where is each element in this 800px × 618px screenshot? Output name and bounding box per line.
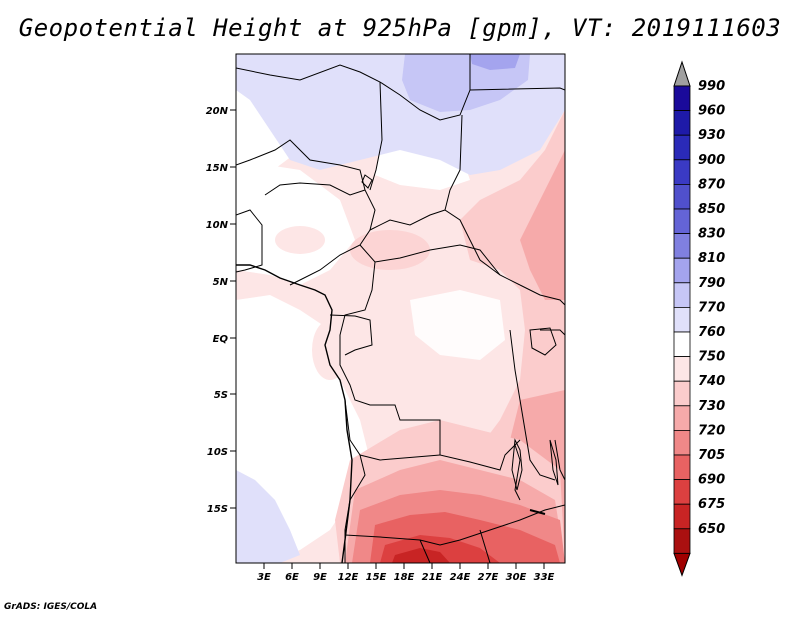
country-borders	[236, 54, 565, 563]
lat-label: 10S	[207, 447, 228, 458]
lake-victoria	[529, 327, 557, 356]
colorbar-swatch	[673, 503, 691, 530]
colorbar-swatch	[673, 380, 691, 407]
colorbar-label: 930	[698, 128, 725, 143]
colorbar-swatch	[673, 454, 691, 481]
lake-malawi	[549, 439, 559, 486]
colorbar-label: 730	[698, 399, 725, 414]
colorbar-swatch	[673, 208, 691, 235]
colorbar-swatch	[673, 134, 691, 161]
lat-label: EQ	[213, 334, 229, 345]
map-frame	[235, 53, 566, 564]
lat-label: 15N	[206, 163, 229, 174]
lake-tanganyika	[511, 438, 523, 491]
colorbar-swatch	[673, 306, 691, 333]
lat-label: 10N	[206, 220, 229, 231]
lon-label: 30E	[506, 572, 527, 583]
lat-label: 20N	[206, 106, 229, 117]
colorbar-label: 750	[698, 350, 725, 365]
colorbar-label: 900	[698, 153, 725, 168]
colorbar-swatch	[673, 159, 691, 185]
colorbar-swatch	[673, 85, 691, 112]
colorbar-swatch	[673, 528, 691, 554]
colorbar-swatch	[673, 257, 691, 284]
lake-kariba	[529, 509, 546, 515]
lon-label: 6E	[285, 572, 299, 583]
colorbar-label: 850	[698, 202, 725, 217]
map-title: Geopotential Height at 925hPa [gpm], VT:…	[18, 14, 782, 42]
colorbar-label: 720	[698, 423, 725, 438]
colorbar-swatch	[673, 282, 691, 308]
lat-label: 5S	[214, 390, 228, 401]
lon-label: 21E	[422, 572, 443, 583]
colorbar-swatch	[673, 405, 691, 431]
lat-axis: 20N 15N 10N 5N EQ 5S 10S 15S	[206, 106, 236, 515]
lat-label: 15S	[207, 504, 228, 515]
colorbar-label: 790	[698, 276, 725, 291]
colorbar-label: 830	[698, 227, 725, 242]
colorbar-swatch	[673, 233, 691, 259]
colorbar-label: 675	[698, 497, 725, 512]
colorbar-swatch	[673, 110, 691, 136]
lon-label: 24E	[450, 572, 471, 583]
colorbar-swatch	[673, 183, 691, 210]
coastline	[236, 264, 353, 564]
colorbar-label: 810	[698, 251, 725, 266]
lon-label: 12E	[338, 572, 359, 583]
height-field	[236, 54, 565, 563]
colorbar-label: 870	[698, 177, 725, 192]
colorbar-label: 650	[698, 522, 725, 537]
colorbar-bottom-arrow	[673, 552, 691, 577]
colorbar-label: 770	[698, 300, 725, 315]
lon-label: 18E	[394, 572, 415, 583]
colorbar-label: 760	[698, 325, 725, 340]
lon-label: 33E	[534, 572, 555, 583]
credit-label: GrADS: IGES/COLA	[4, 602, 98, 612]
colorbar-label: 740	[698, 374, 725, 389]
colorbar-swatch	[673, 429, 691, 456]
lon-label: 27E	[478, 572, 499, 583]
colorbar-label: 705	[698, 448, 725, 463]
lon-label: 3E	[257, 572, 271, 583]
colorbar-swatch	[673, 331, 691, 358]
colorbar-label: 960	[698, 104, 725, 119]
colorbar-top-arrow	[673, 60, 691, 87]
lake-chad	[361, 174, 373, 189]
lon-axis: 3E 6E 9E 12E 15E 18E 21E 24E 27E 30E 33E	[257, 563, 555, 583]
colorbar-label: 690	[698, 473, 725, 488]
colorbar-swatch	[673, 479, 691, 505]
lon-label: 15E	[366, 572, 387, 583]
lon-label: 9E	[313, 572, 327, 583]
colorbar-swatch	[673, 356, 691, 382]
lat-label: 5N	[213, 277, 229, 288]
colorbar-label: 990	[698, 79, 725, 94]
